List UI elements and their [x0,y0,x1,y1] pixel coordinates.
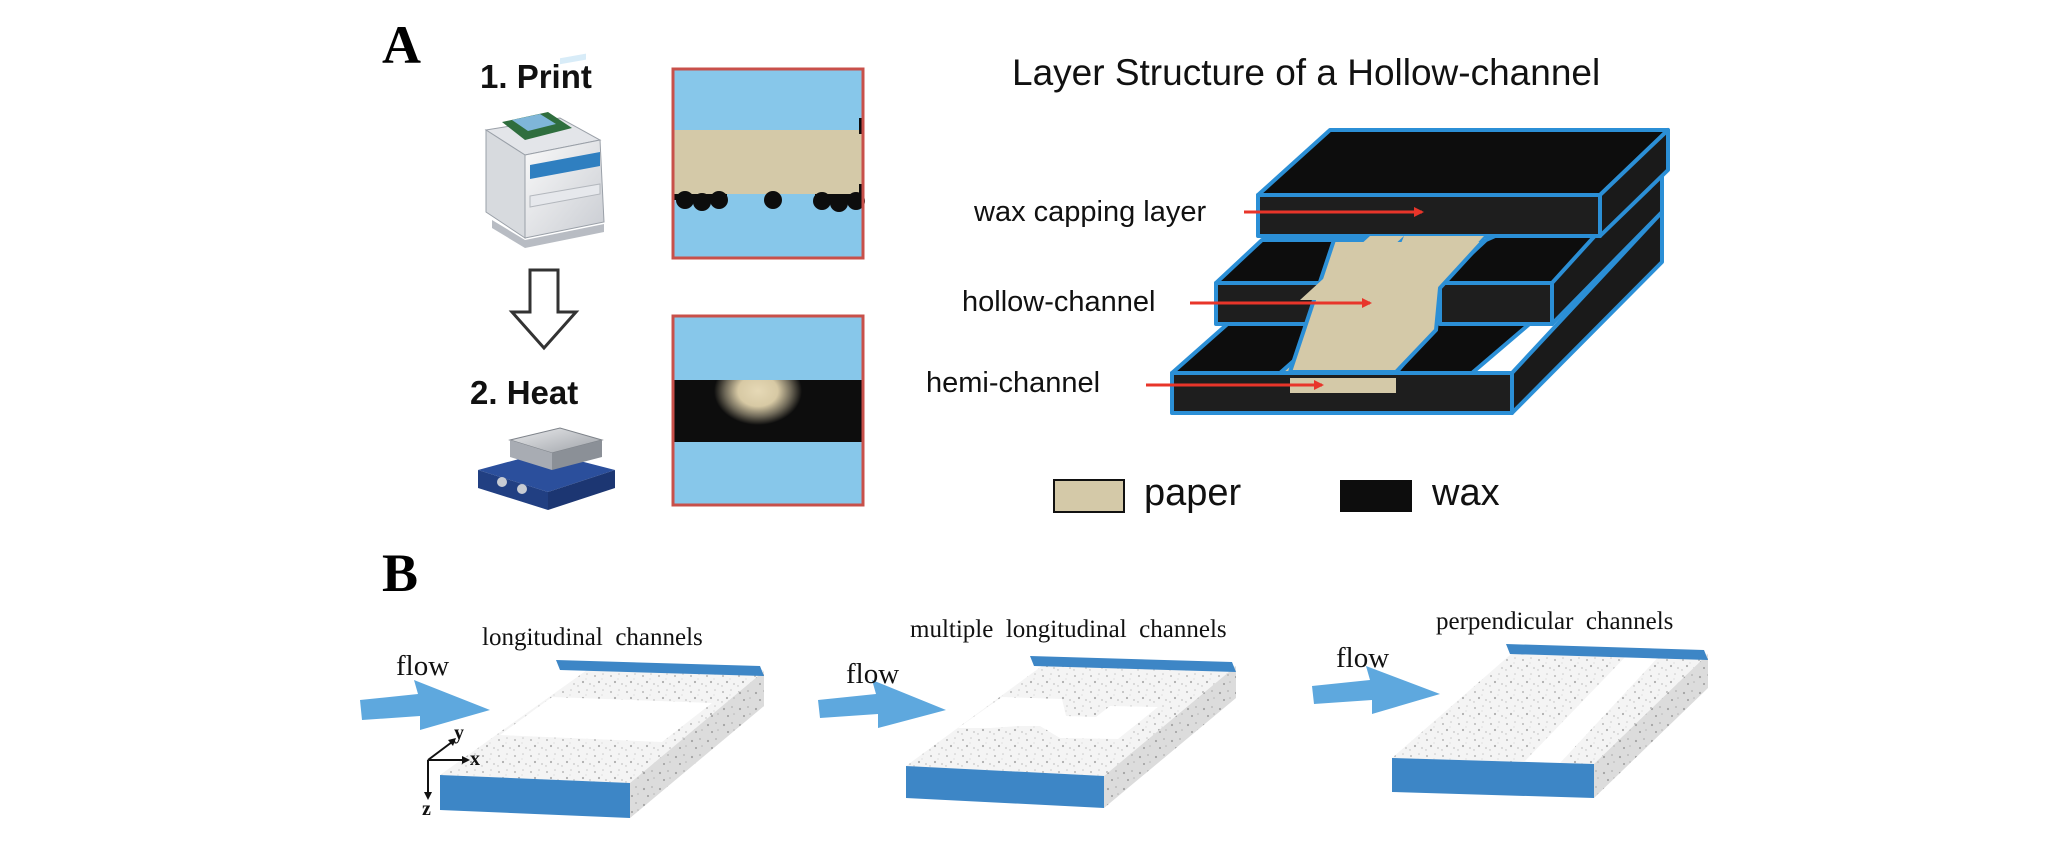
block-multiple-longitudinal [906,656,1236,808]
wax-droplets [673,118,865,212]
heat-cross-section [671,314,865,507]
axis-label-z: z [422,798,431,820]
legend-paper-swatch [1053,479,1125,513]
flow-label-2: flow [846,658,900,690]
flow-arrow-2 [818,680,946,728]
label-hollow-channel: hollow-channel [962,286,1156,318]
layer-structure-diagram [1170,128,1670,415]
down-arrow-icon [508,268,580,351]
axis-label-x: x [470,748,480,770]
legend-wax-swatch [1340,480,1412,512]
label-arrows [1146,207,1424,390]
flow-label-1: flow [396,650,450,682]
axis-icon [424,738,470,800]
hotplate-icon [478,427,615,510]
axis-label-y: y [454,722,464,744]
printer-icon [484,53,605,248]
legend-paper-label: paper [1144,472,1242,514]
flow-arrow-3 [1312,666,1440,714]
print-cross-section [671,67,865,260]
diagram-title: Layer Structure of a Hollow-channel [1012,52,1601,93]
block-longitudinal [440,660,764,818]
step-heat-label: 2. Heat [470,374,579,411]
legend-wax-label: wax [1432,472,1500,514]
panel-b-letter: B [382,543,419,603]
flow-arrow-icons [360,666,1440,730]
label-wax-capping-layer: wax capping layer [974,196,1207,228]
step-print-label: 1. Print [480,58,592,95]
block-perpendicular [1392,644,1708,798]
block-title-multiple-longitudinal: multiple longitudinal channels [910,616,1227,643]
flow-arrow-1 [360,680,490,730]
block-title-longitudinal: longitudinal channels [482,624,703,651]
flow-label-3: flow [1336,642,1390,674]
block-title-perpendicular: perpendicular channels [1436,608,1674,635]
label-hemi-channel: hemi-channel [926,367,1101,399]
panel-a-letter: A [382,15,421,75]
